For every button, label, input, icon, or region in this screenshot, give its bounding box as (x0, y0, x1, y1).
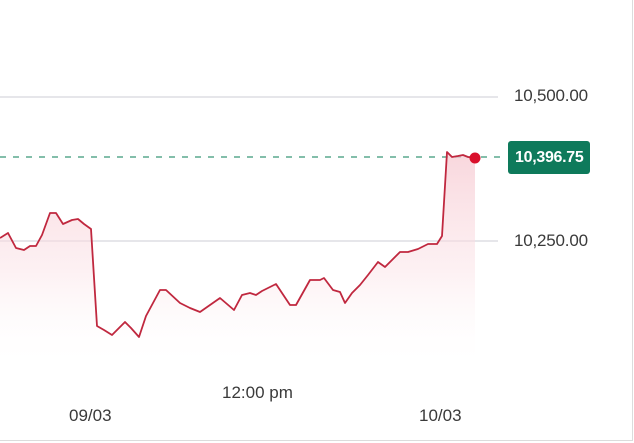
y-tick-10250: 10,250.00 (514, 231, 588, 250)
current-price-badge: 10,396.75 (508, 141, 591, 174)
price-area-fill (0, 152, 475, 370)
y-tick-10500: 10,500.00 (514, 86, 588, 105)
x-tick-0903: 09/03 (69, 406, 112, 425)
x-tick-1003: 10/03 (419, 406, 462, 425)
x-tick-noon: 12:00 pm (222, 383, 293, 402)
price-line (0, 151, 476, 338)
current-price-marker[interactable] (469, 152, 481, 164)
